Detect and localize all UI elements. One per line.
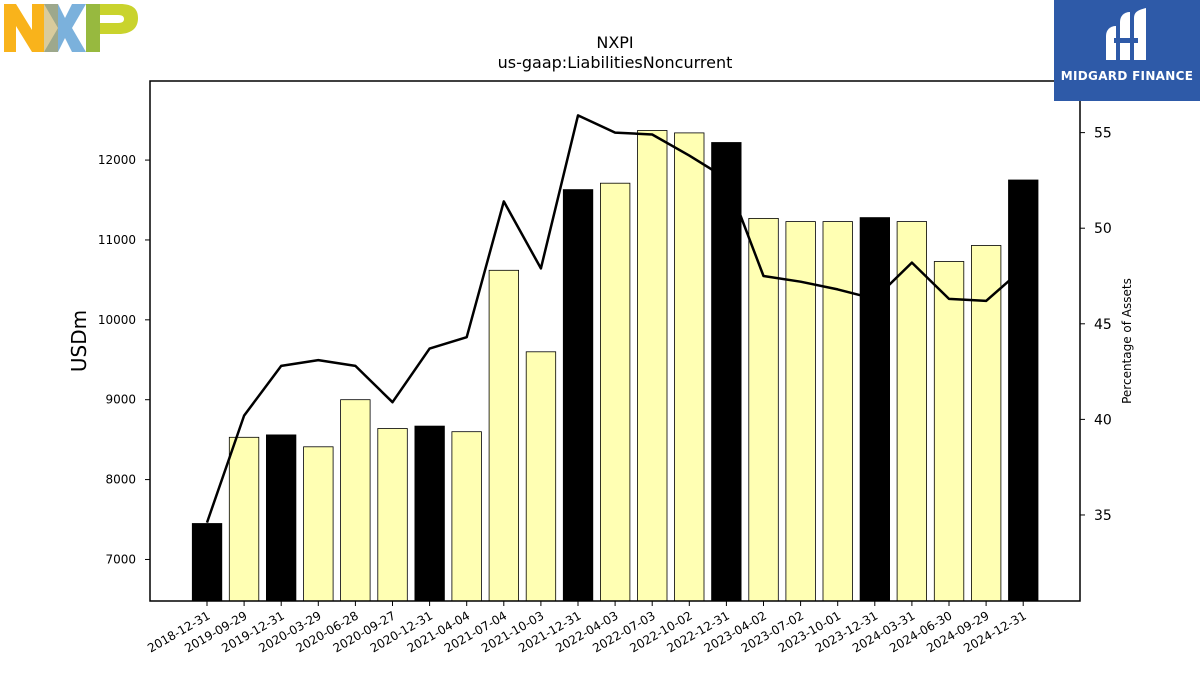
bar	[933, 261, 965, 602]
y2-tick-label: 35	[1094, 508, 1112, 524]
bar	[1008, 179, 1039, 602]
y2-tick-label: 55	[1094, 126, 1112, 142]
bar	[674, 132, 705, 602]
y-axis-label: USDm	[67, 310, 91, 372]
y-tick-label: 7000	[105, 552, 136, 566]
y-tick-label: 9000	[105, 393, 136, 407]
bar	[785, 221, 816, 602]
y-axis-right: 35 40 45 50 55	[1080, 126, 1112, 524]
bar	[191, 523, 223, 602]
y-tick-label: 8000	[105, 473, 136, 487]
bar	[562, 189, 594, 602]
y2-tick-label: 50	[1094, 221, 1112, 237]
y2-tick-label: 40	[1094, 412, 1112, 428]
bar	[748, 217, 779, 602]
logo-overlap-xp	[86, 4, 100, 52]
y2-tick-label: 45	[1094, 317, 1112, 333]
bar	[822, 221, 853, 602]
line-series	[205, 114, 1025, 524]
midgard-logo-text: MIDGARD FINANCE	[1060, 69, 1194, 83]
y2-axis-label: Percentage of Assets	[1120, 278, 1134, 404]
bar	[896, 221, 927, 602]
bar	[340, 399, 371, 602]
y-tick-label: 11000	[98, 233, 136, 247]
bar	[859, 217, 890, 602]
percentage-line	[205, 114, 1025, 524]
bar	[228, 436, 260, 602]
y-tick-label: 10000	[98, 313, 136, 327]
bar	[377, 428, 408, 602]
logo-overlap-nx	[44, 4, 58, 52]
y-axis-left: 7000 8000 9000 10000 11000 12000	[98, 153, 150, 566]
logo-letter-n	[4, 4, 44, 52]
midgard-finance-logo: MIDGARD FINANCE	[1054, 0, 1200, 101]
bar	[451, 431, 482, 602]
chart-title: NXPI	[596, 33, 633, 52]
bar	[525, 351, 557, 602]
bar	[265, 434, 297, 602]
bar	[971, 245, 1002, 602]
x-axis: 2018-12-312019-09-292019-12-312020-03-29…	[145, 601, 1029, 655]
bar-series	[191, 130, 1039, 602]
bar	[600, 182, 631, 602]
bar	[488, 269, 520, 602]
bar	[414, 425, 445, 602]
y-tick-label: 12000	[98, 153, 136, 167]
chart-subtitle: us-gaap:LiabilitiesNoncurrent	[498, 53, 733, 72]
nxp-logo	[4, 4, 138, 52]
bar	[711, 142, 742, 602]
bar	[303, 446, 334, 602]
midgard-emblem-icon	[1106, 8, 1146, 60]
bar	[637, 130, 668, 602]
